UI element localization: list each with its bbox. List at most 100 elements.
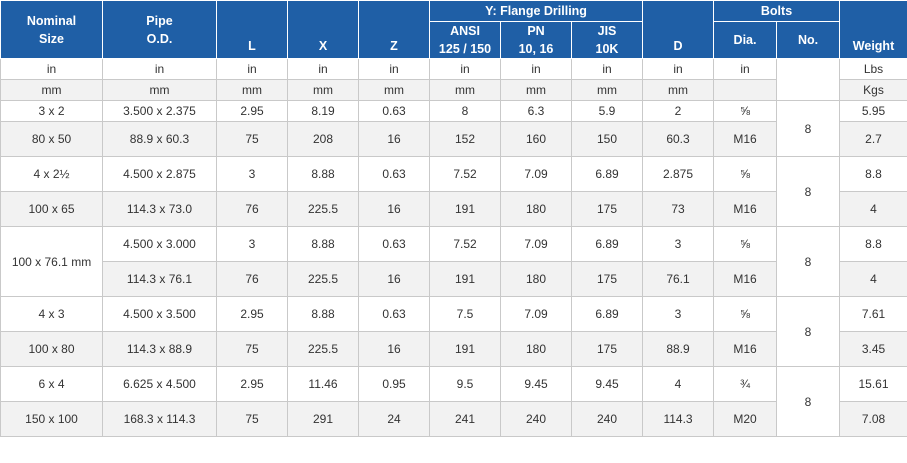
table-cell: 8.8 — [839, 156, 907, 192]
table-cell: ⅝ — [713, 100, 778, 122]
table-cell: 73 — [642, 191, 715, 227]
unit-cell: mm — [358, 79, 430, 101]
table-cell: 3 — [216, 226, 288, 262]
unit-cell: mm — [216, 79, 288, 101]
table-cell: 6.89 — [570, 156, 644, 192]
table-cell: 180 — [500, 331, 572, 367]
table-cell: 16 — [358, 331, 430, 367]
unit-cell: in — [0, 58, 103, 80]
units-row-imperial: in in in in in in in in in in Lbs — [0, 58, 907, 101]
table-cell: M20 — [713, 401, 778, 437]
table-row: 4 x 3 4.500 x 3.500 2.95 8.88 0.63 7.5 7.09 6.8… — [0, 296, 907, 367]
unit-cell: mm — [500, 79, 572, 101]
table-cell: ¾ — [713, 366, 778, 402]
table-cell: 4 — [839, 191, 907, 227]
table-cell: 6.625 x 4.500 — [102, 366, 217, 402]
table-cell: 175 — [570, 331, 644, 367]
table-cell: 4.500 x 3.000 — [102, 226, 217, 262]
unit-cell — [713, 79, 778, 101]
table-cell: 2.875 — [642, 156, 715, 192]
table-body: 3 x 2 3.500 x 2.375 2.95 8.19 0.63 8 6.3 5.9 2 ⅝ 8… — [0, 100, 907, 437]
table-row: 3 x 2 3.500 x 2.375 2.95 8.19 0.63 8 6.3 5.9 2 ⅝ 8… — [0, 100, 907, 157]
table-cell: 114.3 x 73.0 — [102, 191, 217, 227]
table-cell: 76 — [216, 191, 288, 227]
table-cell: 4.500 x 2.875 — [102, 156, 217, 192]
table-cell: 0.95 — [358, 366, 430, 402]
table-cell: M16 — [713, 121, 778, 157]
table-cell: 240 — [500, 401, 572, 437]
cell-nominal-size: 100 x 76.1 mm — [0, 226, 103, 297]
table-cell: 175 — [570, 261, 644, 297]
header-bolts-no: No. — [776, 21, 841, 59]
table-cell: 100 x 80 — [0, 331, 103, 367]
unit-cell: in — [429, 58, 501, 80]
table-cell: 114.3 x 88.9 — [102, 331, 217, 367]
table-cell: 6 x 4 — [0, 366, 103, 402]
table-cell: 225.5 — [287, 261, 359, 297]
unit-cell: in — [358, 58, 430, 80]
header-ansi: ANSI 125 / 150 — [429, 21, 501, 59]
table-cell: 7.52 — [429, 226, 501, 262]
table-cell: 5.9 — [570, 100, 644, 122]
table-cell: 3 — [642, 226, 715, 262]
table-row: 100 x 76.1 mm 4.500 x 3.000 3 8.88 0.63 7.52 7… — [0, 226, 907, 297]
table-cell: 150 — [570, 121, 644, 157]
table-cell: 2.95 — [216, 296, 288, 332]
table-row: 100 x 65 114.3 x 73.0 76 225.5 16 191 180 175 73… — [0, 191, 907, 227]
unit-cell: Lbs — [839, 58, 907, 80]
table-cell: 3 — [216, 156, 288, 192]
table-cell: M16 — [713, 261, 778, 297]
table-cell: 208 — [287, 121, 359, 157]
unit-cell: in — [713, 58, 778, 80]
table-cell: M16 — [713, 191, 778, 227]
table-cell: 11.46 — [287, 366, 359, 402]
header-bolts: Bolts — [713, 0, 841, 22]
table-cell: 76.1 — [642, 261, 715, 297]
unit-cell: Kgs — [839, 79, 907, 101]
table-cell: 16 — [358, 191, 430, 227]
cell-bolts-no: 8 — [776, 296, 841, 367]
table-cell: 88.9 — [642, 331, 715, 367]
table-cell: ⅝ — [713, 226, 778, 262]
unit-cell: in — [287, 58, 359, 80]
table-cell: 7.09 — [500, 156, 572, 192]
table-cell: 75 — [216, 401, 288, 437]
unit-cell: mm — [429, 79, 501, 101]
table-cell: ⅝ — [713, 296, 778, 332]
table-cell: 7.5 — [429, 296, 501, 332]
unit-cell: in — [216, 58, 288, 80]
table-cell: 60.3 — [642, 121, 715, 157]
table-cell: 7.61 — [839, 296, 907, 332]
unit-cell: in — [102, 58, 217, 80]
table-cell: ⅝ — [713, 156, 778, 192]
table-cell: 152 — [429, 121, 501, 157]
table-cell: 225.5 — [287, 191, 359, 227]
header-flange-drilling: Y: Flange Drilling — [428, 0, 644, 22]
header-z: Z — [358, 0, 430, 59]
table-cell: 2 — [642, 100, 715, 122]
table-cell: 9.45 — [570, 366, 644, 402]
cell-bolts-no: 8 — [776, 156, 841, 227]
table-cell: 75 — [216, 121, 288, 157]
table-cell: 100 x 65 — [0, 191, 103, 227]
table-row: 100 x 80 114.3 x 88.9 75 225.5 16 191 180 175 88… — [0, 331, 907, 367]
table-cell: 191 — [429, 191, 501, 227]
table-row: 4 x 2½ 4.500 x 2.875 3 8.88 0.63 7.52 7.09 6.89… — [0, 156, 907, 227]
table-row: 80 x 50 88.9 x 60.3 75 208 16 152 160 150 60.3 M1… — [0, 121, 907, 157]
table-cell: 241 — [429, 401, 501, 437]
table-cell: 191 — [429, 261, 501, 297]
table-cell: 191 — [429, 331, 501, 367]
unit-cell: mm — [0, 79, 103, 101]
header-nominal-size: Nominal Size — [0, 0, 103, 59]
table-cell: 6.89 — [570, 226, 644, 262]
table-cell: 4.500 x 3.500 — [102, 296, 217, 332]
table-cell: 76 — [216, 261, 288, 297]
table-cell: 75 — [216, 331, 288, 367]
table-cell: 24 — [358, 401, 430, 437]
table-cell: 80 x 50 — [0, 121, 103, 157]
table-cell: 0.63 — [358, 296, 430, 332]
table-row: 150 x 100 168.3 x 114.3 75 291 24 241 240 240 11… — [0, 401, 907, 437]
header-l: L — [216, 0, 288, 59]
cell-bolts-no: 8 — [776, 226, 841, 297]
table-cell: 7.52 — [429, 156, 501, 192]
